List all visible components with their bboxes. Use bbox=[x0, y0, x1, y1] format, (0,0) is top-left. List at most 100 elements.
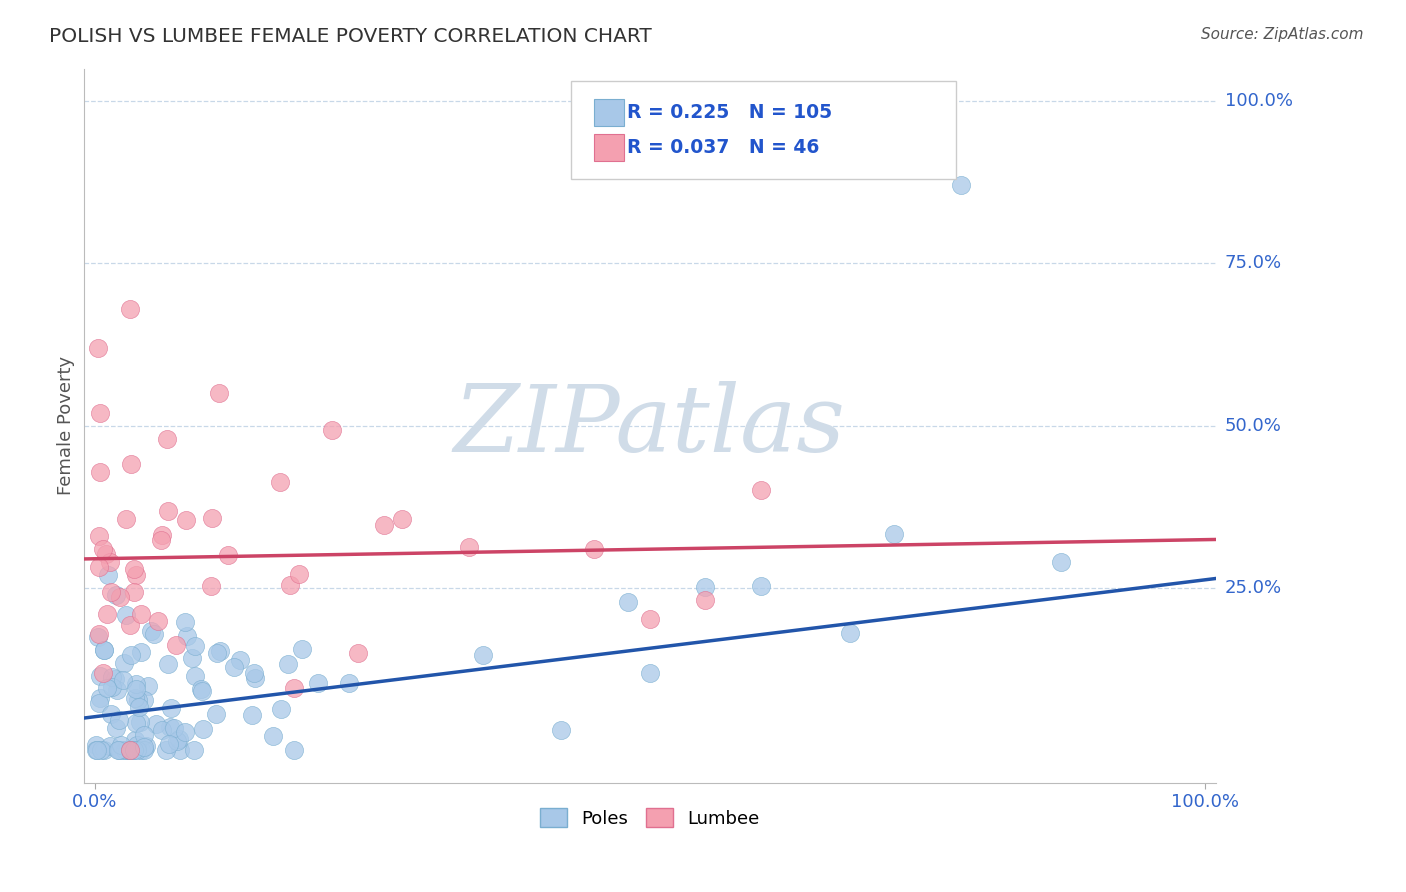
Point bbox=[243, 665, 266, 680]
Point bbox=[96, 607, 118, 621]
Point bbox=[108, 590, 131, 604]
Text: 25.0%: 25.0% bbox=[1225, 579, 1282, 597]
Point bbox=[124, 585, 146, 599]
Point bbox=[373, 518, 395, 533]
Point bbox=[89, 696, 111, 710]
FancyBboxPatch shape bbox=[595, 135, 624, 161]
Point bbox=[208, 386, 231, 401]
Text: Source: ZipAtlas.com: Source: ZipAtlas.com bbox=[1201, 27, 1364, 42]
Point bbox=[87, 626, 110, 640]
Point bbox=[120, 618, 142, 632]
Point bbox=[695, 580, 717, 594]
Point bbox=[125, 681, 148, 696]
Point bbox=[89, 465, 111, 479]
Point bbox=[124, 716, 146, 731]
Point bbox=[90, 743, 112, 757]
Point bbox=[229, 653, 252, 667]
Point bbox=[110, 738, 132, 752]
Legend: Poles, Lumbee: Poles, Lumbee bbox=[533, 801, 768, 835]
Point bbox=[583, 542, 606, 557]
Point bbox=[86, 743, 108, 757]
Point bbox=[347, 646, 370, 660]
Point bbox=[105, 721, 128, 735]
Point bbox=[146, 614, 169, 628]
Point bbox=[121, 743, 143, 757]
Point bbox=[93, 643, 115, 657]
Point bbox=[321, 423, 343, 437]
Point bbox=[114, 607, 136, 622]
Point bbox=[749, 483, 772, 497]
Point bbox=[120, 743, 142, 757]
Point bbox=[98, 739, 121, 753]
Point bbox=[201, 511, 224, 525]
Point bbox=[200, 579, 222, 593]
Point bbox=[127, 743, 149, 757]
Point bbox=[173, 725, 195, 739]
Point bbox=[337, 676, 360, 690]
Text: 50.0%: 50.0% bbox=[1225, 417, 1281, 434]
Text: R = 0.225   N = 105: R = 0.225 N = 105 bbox=[627, 103, 832, 121]
Point bbox=[112, 656, 135, 670]
Point bbox=[222, 660, 245, 674]
Point bbox=[96, 681, 118, 695]
Point bbox=[125, 568, 148, 582]
Point bbox=[129, 743, 152, 757]
Point bbox=[143, 627, 166, 641]
Text: POLISH VS LUMBEE FEMALE POVERTY CORRELATION CHART: POLISH VS LUMBEE FEMALE POVERTY CORRELAT… bbox=[49, 27, 652, 45]
Point bbox=[94, 547, 117, 561]
Text: 75.0%: 75.0% bbox=[1225, 254, 1282, 272]
Point bbox=[132, 728, 155, 742]
Point bbox=[118, 301, 141, 316]
Point bbox=[122, 743, 145, 757]
Point bbox=[89, 529, 111, 543]
Point bbox=[141, 624, 163, 639]
Point bbox=[159, 737, 181, 751]
Point bbox=[156, 504, 179, 518]
Point bbox=[93, 643, 115, 657]
Point bbox=[472, 648, 495, 663]
Point bbox=[125, 738, 148, 752]
Point bbox=[391, 511, 413, 525]
Point bbox=[111, 673, 134, 687]
Point bbox=[262, 729, 284, 743]
Point bbox=[278, 578, 301, 592]
Point bbox=[150, 723, 173, 738]
Point bbox=[166, 733, 188, 747]
Point bbox=[125, 677, 148, 691]
Point bbox=[89, 669, 111, 683]
Point bbox=[883, 527, 905, 541]
Point bbox=[283, 681, 305, 696]
Text: 100.0%: 100.0% bbox=[1225, 92, 1292, 110]
Point bbox=[209, 644, 232, 658]
Point bbox=[169, 743, 191, 757]
Point bbox=[242, 708, 264, 723]
Point bbox=[120, 648, 142, 662]
Text: ZIPatlas: ZIPatlas bbox=[454, 381, 846, 471]
Point bbox=[132, 739, 155, 754]
Point bbox=[183, 743, 205, 757]
Point bbox=[87, 630, 110, 644]
Point bbox=[155, 743, 177, 757]
Point bbox=[127, 693, 149, 707]
Text: R = 0.037   N = 46: R = 0.037 N = 46 bbox=[627, 137, 820, 157]
Point bbox=[122, 743, 145, 757]
Point bbox=[134, 743, 156, 757]
Point bbox=[87, 341, 110, 355]
Point bbox=[87, 559, 110, 574]
Point bbox=[84, 739, 107, 753]
Point bbox=[949, 178, 972, 193]
Point bbox=[190, 681, 212, 696]
Point bbox=[136, 680, 159, 694]
Point bbox=[128, 700, 150, 714]
Point bbox=[101, 680, 124, 694]
Point bbox=[277, 657, 299, 671]
Point bbox=[176, 513, 198, 527]
Point bbox=[269, 475, 291, 489]
Point bbox=[616, 594, 638, 608]
Point bbox=[191, 722, 214, 736]
Point bbox=[169, 732, 191, 747]
Point bbox=[132, 693, 155, 707]
Point bbox=[114, 743, 136, 757]
Point bbox=[108, 743, 131, 757]
Point bbox=[89, 690, 111, 705]
